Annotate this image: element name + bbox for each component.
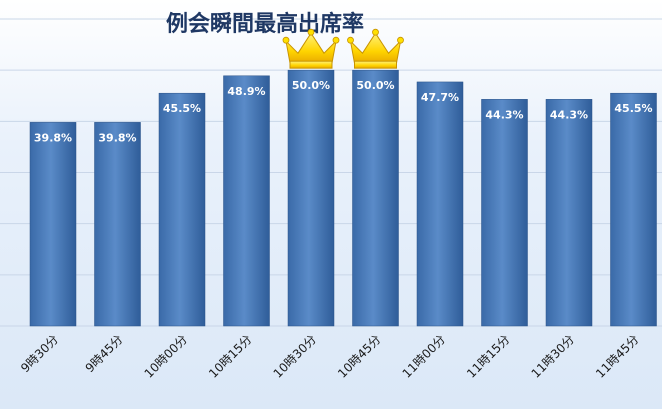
bar [94,122,141,327]
bar [29,122,77,327]
bar [287,69,335,327]
x-tick-labels: 9時30分 9時45分 10時00分 10時15分 10時30分 10時45分 11時00分… [18,332,642,380]
data-label: 50.0% [356,79,394,92]
crowns [282,28,404,69]
bar [610,92,657,327]
bar [416,81,464,327]
x-tick-label: 10時45分 [335,332,383,380]
crown-icon [347,28,404,69]
x-tick-label: 11時00分 [400,332,448,380]
x-tick-label: 10時00分 [142,332,190,380]
data-label: 44.3% [485,108,523,121]
data-label: 50.0% [292,79,330,92]
data-label: 45.5% [163,102,201,115]
x-tick-label: 10時15分 [206,332,254,380]
data-label: 44.3% [550,108,588,121]
chart-title: 例会瞬間最高出席率 [166,11,364,37]
x-tick-label: 10時30分 [271,332,319,380]
crown-icon [282,28,340,69]
bar [481,99,528,327]
bar [352,69,399,327]
data-label: 47.7% [421,91,459,104]
x-tick-label: 9時30分 [18,332,61,375]
x-tick-label: 11時45分 [593,332,641,380]
data-label: 45.5% [614,102,652,115]
data-labels: 39.8% 39.8% 45.5% 48.9% 50.0% 50.0% 47.7% 44.3%… [34,79,653,144]
data-label: 39.8% [98,131,136,144]
x-tick-label: 11時30分 [529,332,577,380]
bars [29,69,657,327]
x-tick-label: 9時45分 [83,332,126,375]
data-label: 48.9% [227,85,265,98]
data-label: 39.8% [34,131,72,144]
bar [158,92,206,327]
bar [223,75,270,327]
bar [545,99,593,327]
x-tick-label: 11時15分 [464,332,512,380]
